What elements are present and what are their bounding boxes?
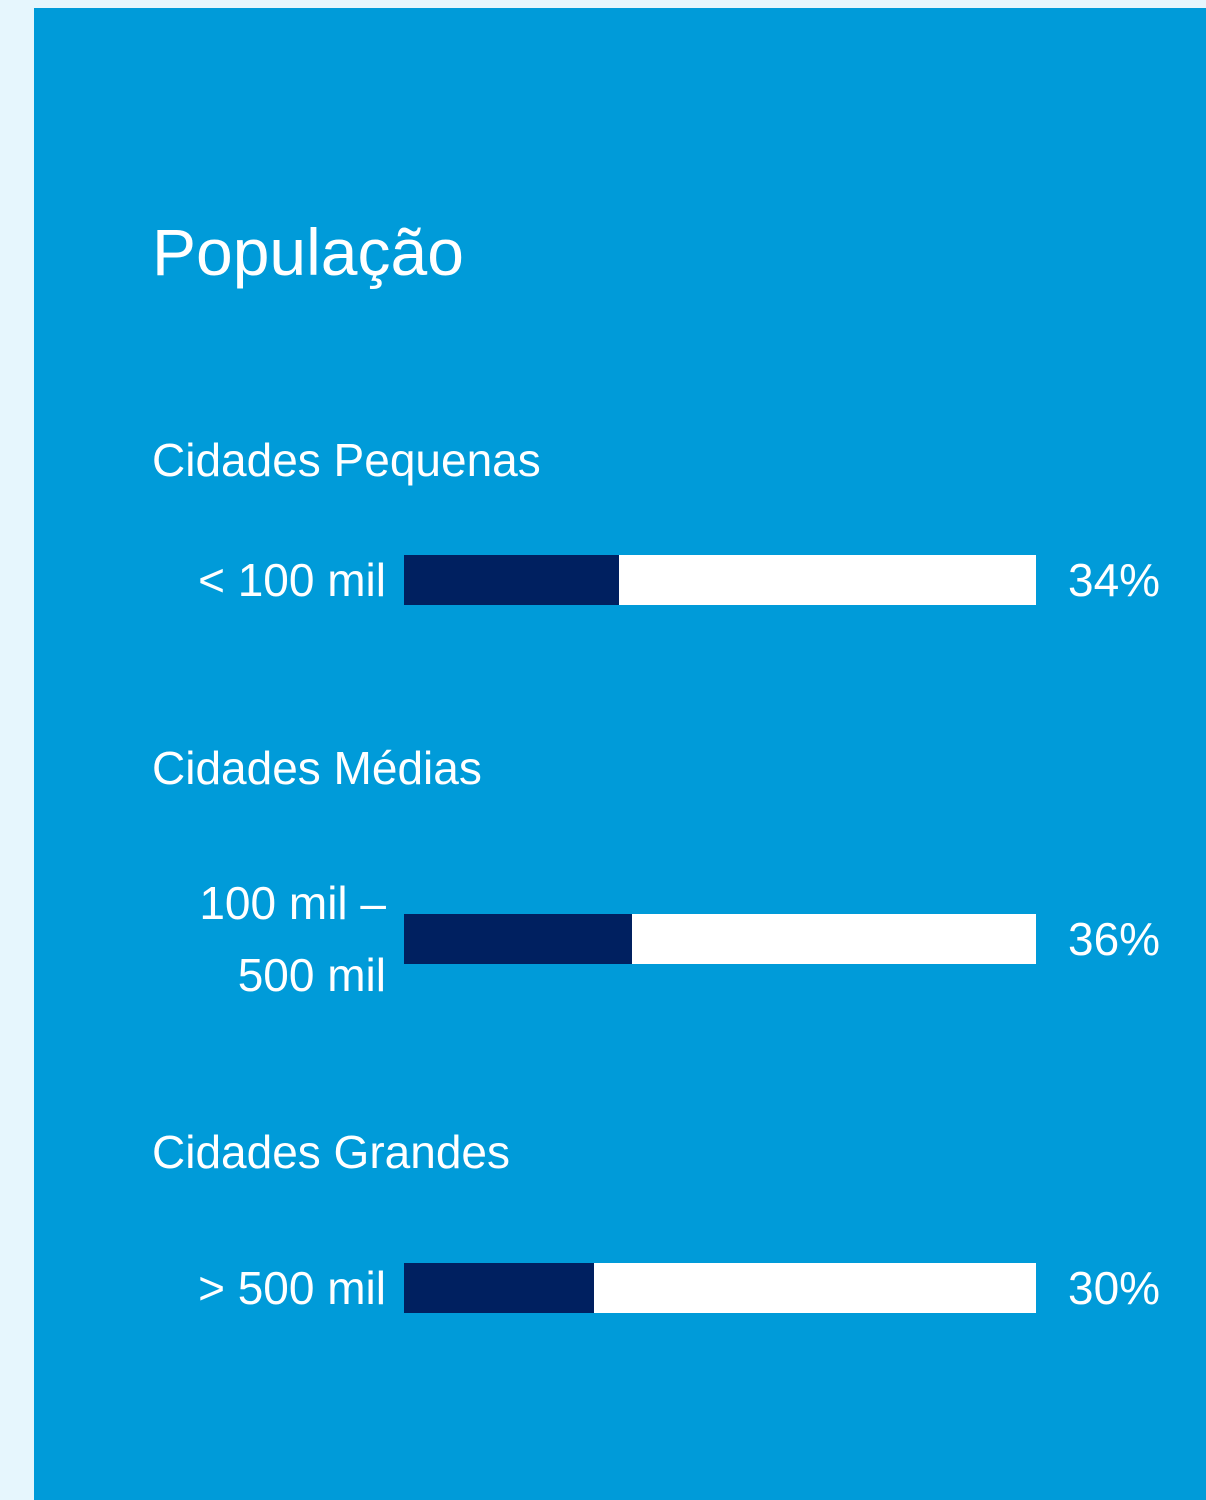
bar-track xyxy=(404,1263,1036,1313)
bar xyxy=(404,1263,594,1313)
category-label: 100 mil – 500 mil xyxy=(199,877,386,1001)
group-label: Cidades Pequenas xyxy=(152,434,541,486)
value-label: 34% xyxy=(1068,554,1161,606)
bar xyxy=(404,555,619,605)
panel xyxy=(34,8,1206,1500)
bar-track xyxy=(404,555,1036,605)
group-label: Cidades Grandes xyxy=(152,1126,510,1178)
chart-title: População xyxy=(152,215,464,289)
category-label: < 100 mil xyxy=(198,554,386,606)
category-label: > 500 mil xyxy=(198,1262,386,1314)
bar-track xyxy=(404,914,1036,964)
value-label: 30% xyxy=(1068,1262,1161,1314)
value-label: 36% xyxy=(1068,913,1161,965)
group-label: Cidades Médias xyxy=(152,742,482,794)
bar xyxy=(404,914,632,964)
